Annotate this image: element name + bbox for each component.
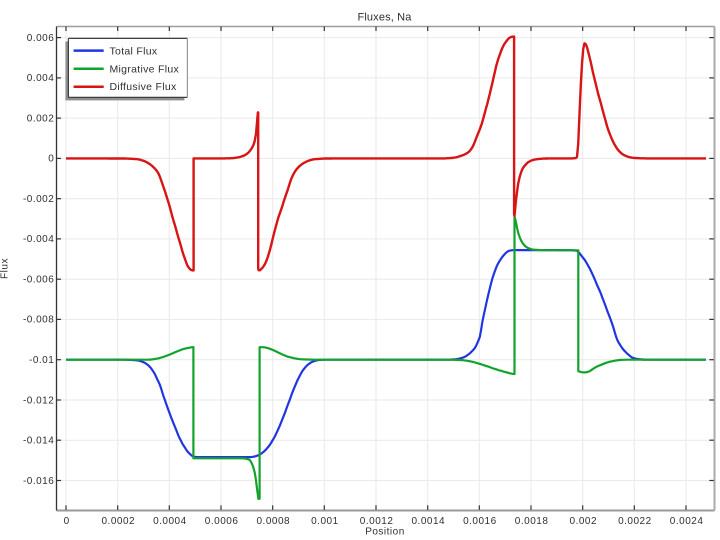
svg-text:Position: Position bbox=[365, 527, 405, 538]
svg-text:0.0012: 0.0012 bbox=[360, 516, 394, 527]
svg-text:0.0022: 0.0022 bbox=[618, 516, 652, 527]
svg-text:0.0002: 0.0002 bbox=[102, 516, 136, 527]
svg-text:Fluxes, Na: Fluxes, Na bbox=[357, 12, 412, 24]
svg-text:0.002: 0.002 bbox=[27, 113, 55, 124]
svg-text:0.0014: 0.0014 bbox=[412, 516, 446, 527]
svg-text:-0.006: -0.006 bbox=[23, 275, 54, 286]
svg-text:0.001: 0.001 bbox=[311, 516, 339, 527]
svg-text:Migrative Flux: Migrative Flux bbox=[110, 64, 180, 76]
svg-text:0.0006: 0.0006 bbox=[205, 516, 239, 527]
svg-text:-0.012: -0.012 bbox=[23, 395, 54, 406]
svg-text:-0.016: -0.016 bbox=[23, 476, 54, 487]
svg-text:0.004: 0.004 bbox=[27, 73, 55, 84]
svg-text:0.0004: 0.0004 bbox=[153, 516, 187, 527]
svg-text:-0.014: -0.014 bbox=[23, 436, 54, 447]
svg-text:-0.008: -0.008 bbox=[23, 315, 54, 326]
svg-text:Total Flux: Total Flux bbox=[110, 46, 158, 58]
svg-text:0: 0 bbox=[48, 154, 54, 165]
svg-text:0.0024: 0.0024 bbox=[670, 516, 704, 527]
svg-text:0.0008: 0.0008 bbox=[257, 516, 291, 527]
svg-text:-0.002: -0.002 bbox=[23, 194, 54, 205]
svg-text:0.0016: 0.0016 bbox=[463, 516, 497, 527]
svg-text:-0.004: -0.004 bbox=[23, 234, 54, 245]
svg-text:0: 0 bbox=[64, 516, 70, 527]
svg-text:-0.01: -0.01 bbox=[29, 355, 54, 366]
svg-text:Diffusive Flux: Diffusive Flux bbox=[110, 81, 177, 93]
svg-text:Flux: Flux bbox=[0, 258, 11, 279]
svg-text:0.002: 0.002 bbox=[570, 516, 598, 527]
svg-text:0.0018: 0.0018 bbox=[515, 516, 549, 527]
svg-text:0.006: 0.006 bbox=[27, 33, 55, 44]
